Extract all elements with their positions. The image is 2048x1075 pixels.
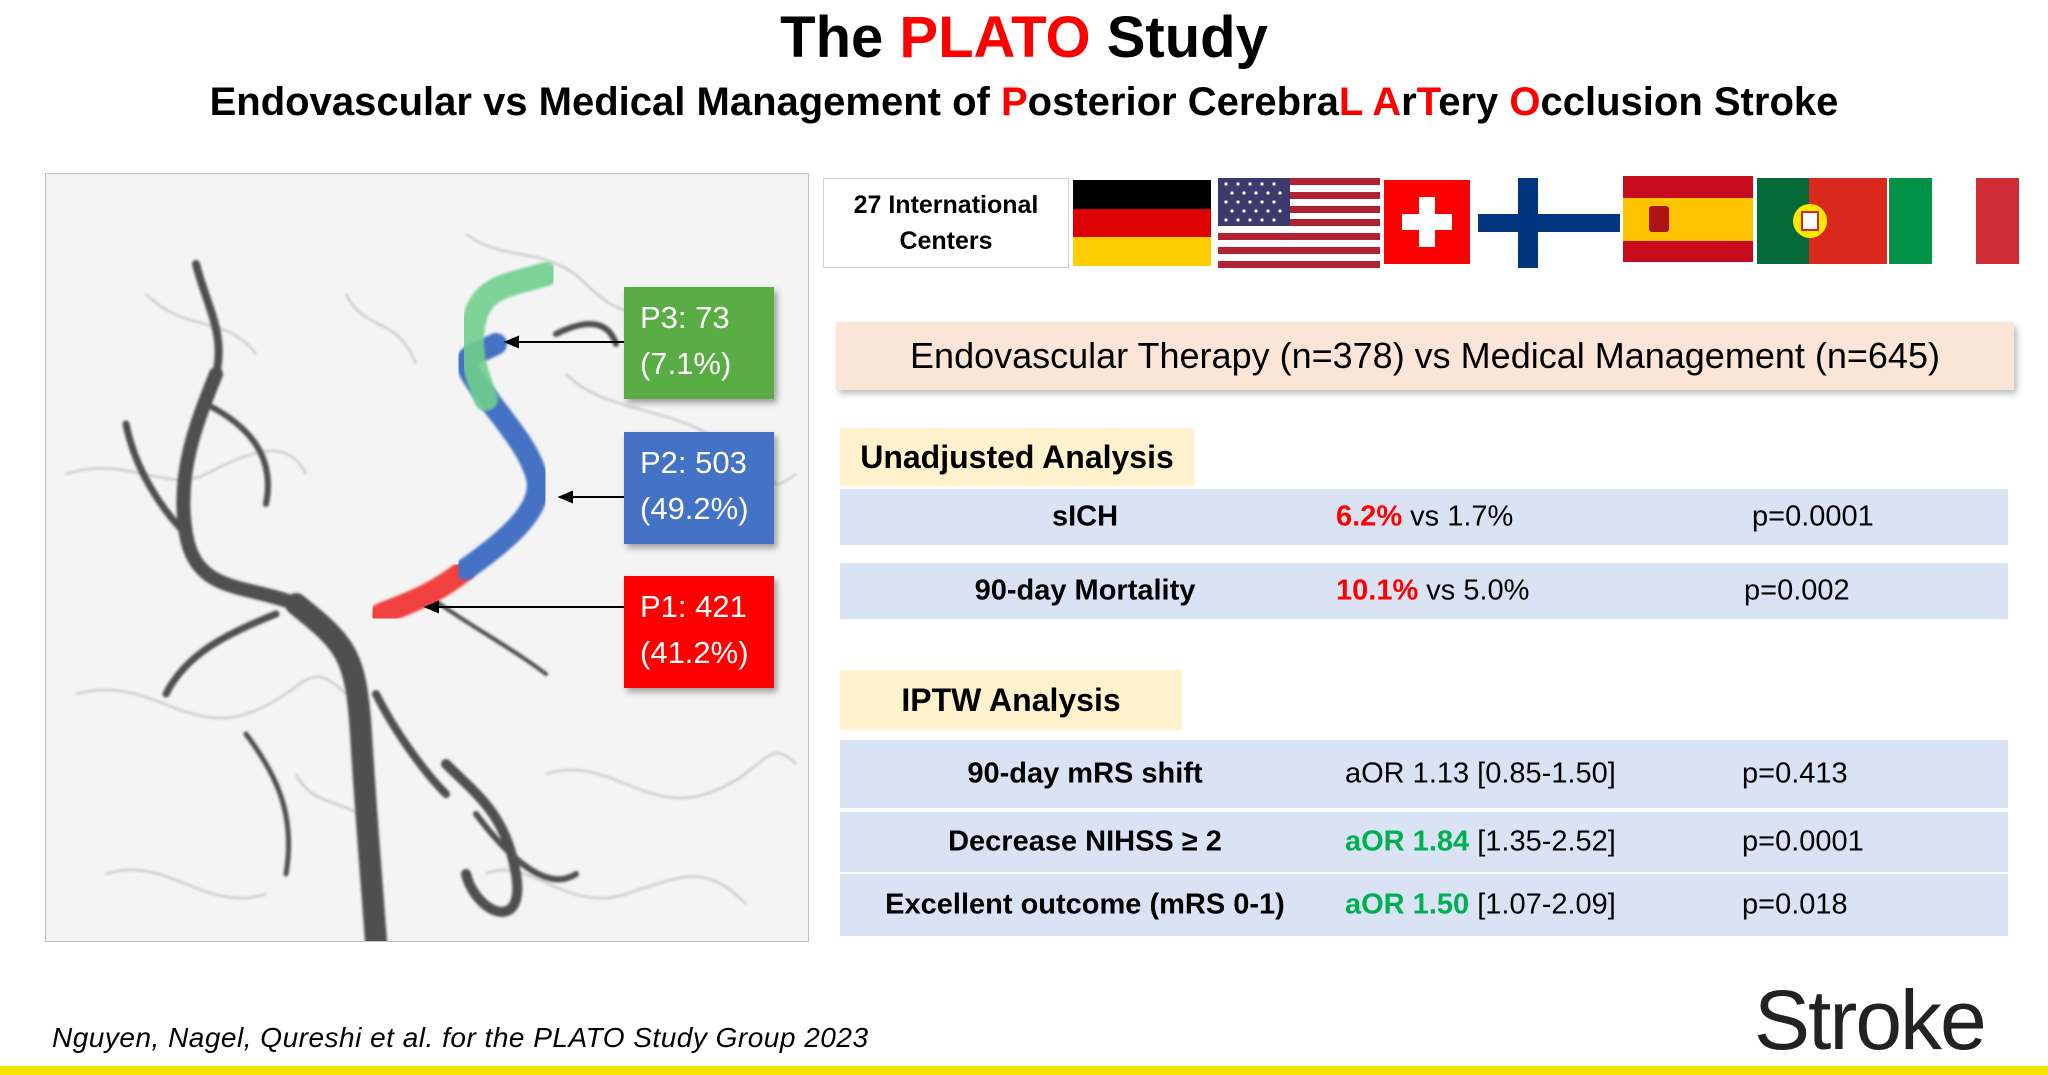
spain-flag [1623,176,1753,262]
germany-flag [1073,180,1211,266]
table-row: sICH 6.2% vs 1.7% p=0.0001 [840,489,2008,545]
unadjusted-heading: Unadjusted Analysis [840,428,1194,486]
segment-label-p2: P2: 503 (49.2%) [624,432,774,544]
centers-label: 27 International Centers [823,178,1069,268]
row-value: aOR 1.13 [0.85-1.50] [1345,757,1616,790]
row-pvalue: p=0.002 [1744,574,1850,607]
angiogram-image: P3: 73 (7.1%) P2: 503 (49.2%) P1: 421 (4… [45,173,809,942]
segment-count: P3: 73 [640,300,730,335]
segment-count: P2: 503 [640,445,747,480]
segment-label-p1: P1: 421 (41.2%) [624,576,774,688]
row-value: 10.1% vs 5.0% [1336,574,1530,607]
page-title: The PLATO Study [780,5,1268,70]
segment-percent: (7.1%) [640,346,732,381]
row-value: aOR 1.50 [1.07-2.09] [1345,888,1616,921]
italy-flag [1889,178,2019,264]
segment-percent: (49.2%) [640,491,749,526]
row-pvalue: p=0.0001 [1752,500,1874,533]
portugal-flag [1757,178,1887,264]
table-row: Excellent outcome (mRS 0-1) aOR 1.50 [1.… [840,874,2008,936]
footer-divider [0,1066,2048,1075]
segment-count: P1: 421 [640,589,747,624]
row-value: 6.2% vs 1.7% [1336,500,1514,533]
iptw-heading: IPTW Analysis [840,670,1182,730]
finland-flag [1478,178,1620,268]
usa-flag [1218,178,1380,268]
table-row: 90-day mRS shift aOR 1.13 [0.85-1.50] p=… [840,740,2008,808]
row-pvalue: p=0.0001 [1742,825,1864,858]
centers-line1: 27 International [853,191,1039,219]
row-value: aOR 1.84 [1.35-2.52] [1345,825,1616,858]
citation: Nguyen, Nagel, Qureshi et al. for the PL… [52,1022,869,1053]
centers-line2: Centers [899,227,993,255]
row-label: 90-day mRS shift [967,757,1203,790]
journal-logo: Stroke [1754,973,1987,1067]
segment-label-p3: P3: 73 (7.1%) [624,287,774,399]
row-pvalue: p=0.018 [1742,888,1848,921]
table-row: Decrease NIHSS ≥ 2 aOR 1.84 [1.35-2.52] … [840,812,2008,872]
row-label: Decrease NIHSS ≥ 2 [948,825,1222,858]
segment-percent: (41.2%) [640,635,749,670]
table-row: 90-day Mortality 10.1% vs 5.0% p=0.002 [840,563,2008,619]
row-label: sICH [1051,500,1119,533]
page-subtitle: Endovascular vs Medical Management of Po… [209,80,1839,124]
row-label: Excellent outcome (mRS 0-1) [885,888,1285,921]
comparison-banner: Endovascular Therapy (n=378) vs Medical … [836,322,2014,390]
row-pvalue: p=0.413 [1742,757,1848,790]
row-label: 90-day Mortality [974,574,1196,607]
switzerland-flag [1384,180,1470,264]
